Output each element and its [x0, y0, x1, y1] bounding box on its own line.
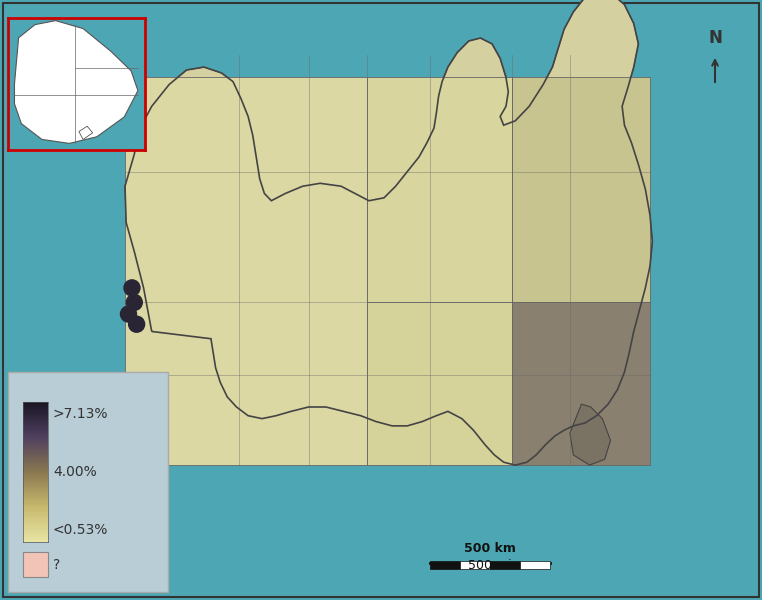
Text: 500 km: 500 km [464, 542, 516, 555]
Bar [23, 552, 48, 577]
Polygon shape [570, 404, 610, 465]
FancyBboxPatch shape [8, 372, 168, 592]
Polygon shape [79, 126, 93, 139]
Polygon shape [125, 77, 367, 465]
Polygon shape [512, 77, 650, 302]
Polygon shape [125, 0, 652, 465]
Bar [430, 561, 460, 569]
Polygon shape [512, 302, 650, 465]
Circle shape [129, 316, 145, 332]
Text: >7.13%: >7.13% [53, 407, 108, 421]
Bar [520, 561, 550, 569]
Bar [490, 561, 520, 569]
Text: N: N [708, 29, 722, 47]
Text: <0.53%: <0.53% [53, 523, 108, 537]
Circle shape [120, 306, 136, 322]
Text: 4.00%: 4.00% [53, 465, 97, 479]
Text: ?: ? [53, 558, 60, 572]
Polygon shape [367, 302, 512, 465]
Bar [460, 561, 490, 569]
Text: 500 mi: 500 mi [468, 559, 512, 572]
Circle shape [126, 295, 142, 310]
Circle shape [124, 280, 140, 296]
Polygon shape [367, 77, 512, 302]
Polygon shape [14, 20, 138, 143]
